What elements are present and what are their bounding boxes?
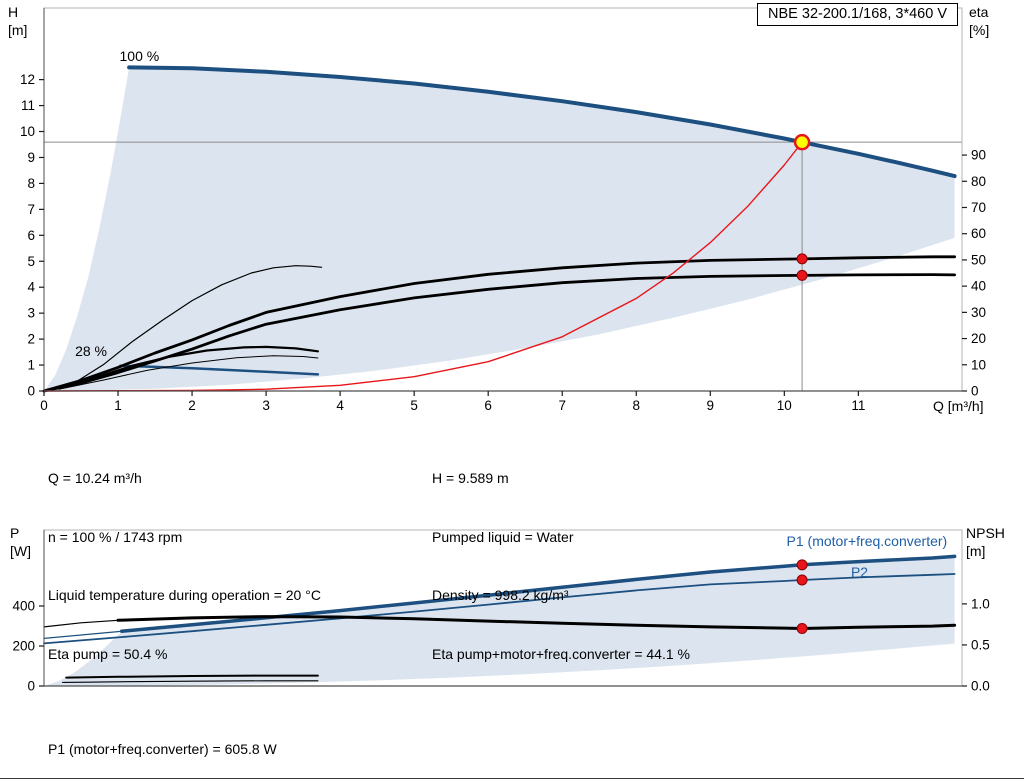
- pump-curve-28: [119, 364, 320, 376]
- curve-label: P2: [851, 564, 868, 580]
- x-tick-label: 11: [851, 398, 865, 413]
- y-tick-left-label: 7: [27, 202, 35, 217]
- y-tick-left-label: 1: [27, 358, 35, 373]
- p2-point-marker: [796, 574, 808, 586]
- p2-28-curve: [61, 680, 319, 683]
- p1-point-marker: [796, 559, 808, 571]
- x-tick-label: 1: [114, 398, 122, 413]
- y-tick-left-label: 9: [27, 150, 35, 165]
- eta-small-thin: [58, 355, 319, 390]
- eta-axis-label: eta: [969, 4, 989, 20]
- y-tick-right-label: 10: [971, 357, 986, 372]
- eta-pump-max-curve: [69, 265, 323, 387]
- bottom-rule: [0, 778, 1024, 779]
- y-tick-right-label: 0.5: [971, 637, 990, 652]
- y-tick-left-label: 4: [27, 280, 35, 295]
- eta-pump-point-marker: [796, 253, 808, 265]
- y-tick-right-label: 0.0: [971, 679, 990, 694]
- eta-total-point-marker: [796, 269, 808, 281]
- speed-value-text: n = 100 % / 1743 rpm: [48, 528, 183, 545]
- y-tick-right-label: 60: [971, 226, 986, 241]
- p1-value-text: P1 (motor+freq.converter) = 605.8 W: [48, 741, 277, 757]
- y-tick-right-label: 80: [971, 174, 986, 189]
- x-tick-label: 7: [558, 398, 566, 413]
- x-tick-label: 9: [707, 398, 715, 413]
- curve-label: 28 %: [75, 343, 107, 359]
- y-tick-left-label: 11: [21, 98, 35, 113]
- h-axis-unit: [m]: [8, 22, 28, 38]
- x-tick-label: 8: [633, 398, 641, 413]
- pump-curve-100: [127, 65, 957, 179]
- q-axis-label: Q [m³/h]: [933, 398, 984, 414]
- duty-point-marker[interactable]: [793, 133, 811, 151]
- h-value-text: H = 9.589 m: [432, 470, 509, 486]
- npsh-axis-corner: NPSH [m]: [966, 524, 1005, 560]
- chart-title-box: NBE 32-200.1/168, 3*460 V: [757, 3, 958, 26]
- p2-curve: [43, 573, 956, 645]
- y-tick-left-label: 5: [27, 254, 35, 269]
- control-curve: [43, 141, 803, 392]
- npsh-axis-label: NPSH: [966, 525, 1005, 541]
- y-tick-left-label: 400: [12, 599, 35, 614]
- npsh-curve: [116, 615, 957, 630]
- y-tick-right-label: 1.0: [971, 596, 990, 611]
- h-axis-corner: H [m]: [8, 3, 27, 39]
- result-block: P1 (motor+freq.converter) = 605.8 W P2 =…: [48, 701, 277, 781]
- y-tick-left-label: 0: [27, 384, 35, 399]
- x-tick-label: 4: [336, 398, 344, 413]
- eta-axis-corner: eta [%]: [969, 3, 989, 39]
- p-axis-corner: P [W]: [10, 524, 31, 560]
- density-text: Density = 998.2 kg/m³: [432, 587, 569, 603]
- q-value-text: Q = 10.24 m³/h: [48, 470, 142, 486]
- curve-label: 100 %: [120, 48, 160, 64]
- x-tick-label: 3: [262, 398, 270, 413]
- y-tick-left-label: 6: [27, 228, 35, 243]
- y-tick-right-label: 40: [971, 279, 986, 294]
- y-tick-left-label: 200: [12, 639, 35, 654]
- x-tick-label: 5: [410, 398, 418, 413]
- y-tick-right-label: 90: [971, 148, 986, 163]
- y-tick-left-label: 0: [27, 679, 35, 694]
- operating-envelope: [44, 67, 955, 392]
- p1-28-curve: [65, 674, 319, 679]
- npsh-point-marker: [796, 623, 808, 635]
- x-tick-label: 6: [484, 398, 492, 413]
- liquid-temp-text: Liquid temperature during operation = 20…: [48, 587, 321, 603]
- power-npsh-chart[interactable]: 0 200 400 0.0 0.5 1.0 P1 (motor+freq.converter…: [0, 520, 1024, 700]
- y-tick-left-label: 10: [20, 124, 35, 139]
- x-tick-label: 10: [777, 398, 792, 413]
- eta-total-text: Eta pump+motor+freq.converter = 44.1 %: [432, 645, 690, 662]
- operating-point-right: H = 9.589 m Pumped liquid = Water Densit…: [432, 430, 690, 703]
- npsh-curve-start: [43, 619, 119, 628]
- y-tick-right-label: 20: [971, 331, 986, 346]
- p-axis-unit: [W]: [10, 543, 31, 559]
- eta-axis-unit: [%]: [969, 22, 990, 38]
- h-axis-label: H: [8, 4, 19, 20]
- y-tick-left-label: 12: [20, 72, 35, 87]
- y-tick-right-label: 70: [971, 200, 986, 215]
- curve-label: P1 (motor+freq.converter): [787, 533, 948, 549]
- x-tick-label: 0: [40, 398, 48, 413]
- eta-small-arc: [57, 345, 319, 390]
- y-tick-left-label: 8: [27, 176, 35, 191]
- y-tick-right-label: 0: [971, 384, 979, 399]
- x-tick-label: 2: [188, 398, 196, 413]
- pump-chart[interactable]: 0 1 2 3 4 5 6 7 8 9 10 1101234567891011120102030405…: [0, 0, 1024, 422]
- operating-point-left: Q = 10.24 m³/h n = 100 % / 1743 rpm Liqu…: [48, 430, 321, 703]
- p-axis-label: P: [10, 525, 20, 541]
- pumped-liquid-text: Pumped liquid = Water: [432, 528, 574, 545]
- y-tick-right-label: 30: [971, 305, 986, 320]
- y-tick-left-label: 2: [27, 332, 35, 347]
- eta-pump-text: Eta pump = 50.4 %: [48, 645, 168, 662]
- y-tick-left-label: 3: [27, 306, 35, 321]
- npsh-axis-unit: [m]: [966, 543, 986, 559]
- y-tick-right-label: 50: [971, 252, 986, 267]
